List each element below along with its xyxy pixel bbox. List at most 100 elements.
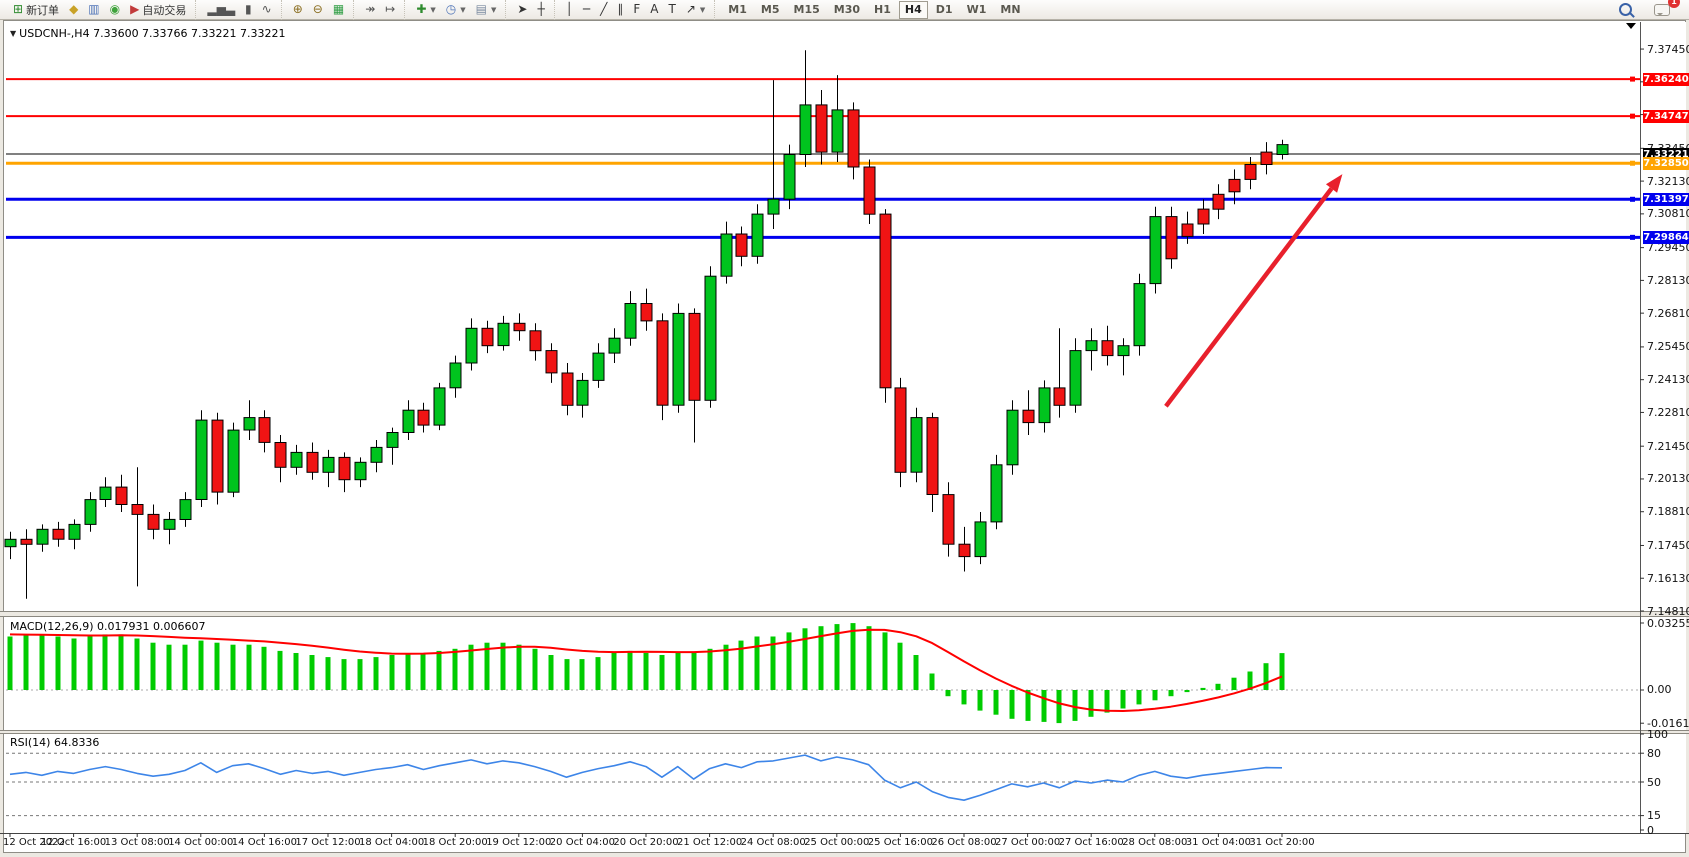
periods-dropdown[interactable]: ◷ ▼ <box>442 0 470 19</box>
chevron-down-icon: ▼ <box>490 5 497 14</box>
chat-button[interactable]: 1 <box>1650 0 1680 19</box>
bear-candle <box>942 494 955 545</box>
chevron-down-icon: ▼ <box>699 5 706 14</box>
search-button[interactable] <box>1615 0 1636 19</box>
support-line-1-handle[interactable] <box>1630 196 1635 202</box>
crosshair-icon: ┼ <box>537 2 545 16</box>
text-label-button[interactable]: T <box>665 0 680 19</box>
trend-arrow-head[interactable] <box>1325 174 1343 193</box>
arrows-icon: ↗ <box>685 2 696 16</box>
timeframe-button-h1[interactable]: H1 <box>874 2 891 16</box>
templates-dropdown[interactable]: ▤ ▼ <box>472 0 501 19</box>
macd-bar <box>611 653 617 690</box>
bear-candle <box>1165 216 1178 260</box>
zoom-in-button[interactable]: ⊕ <box>289 0 307 19</box>
macd-bar <box>1215 683 1221 690</box>
signals-button[interactable]: ◉ <box>106 0 124 19</box>
timeframe-button-m5[interactable]: M5 <box>760 2 780 16</box>
tile-windows-button[interactable]: ▦ <box>329 0 348 19</box>
indicators-dropdown[interactable]: ✚ ▼ <box>412 0 439 19</box>
timeframe-button-w1[interactable]: W1 <box>966 2 987 16</box>
bull-candle <box>799 104 812 155</box>
bull-candle <box>672 312 685 406</box>
line-chart-button[interactable]: ∿ <box>258 0 276 19</box>
macd-bar <box>134 638 140 690</box>
data-window-button[interactable]: ▥ <box>84 0 103 19</box>
autotrading-button[interactable]: ▶ 自动交易 <box>126 0 190 19</box>
auto-scroll-button[interactable]: ↠ <box>361 0 379 19</box>
timeframe-button-mn[interactable]: MN <box>1000 2 1021 16</box>
macd-bar <box>1200 687 1206 690</box>
vertical-line-icon: │ <box>565 2 573 16</box>
timeframe-button-h4[interactable]: H4 <box>898 0 928 19</box>
horizontal-line-button[interactable]: ─ <box>579 0 594 19</box>
macd-bar <box>230 644 236 690</box>
bull-candle <box>720 233 733 277</box>
macd-bar <box>818 626 824 690</box>
macd-bar <box>500 642 506 690</box>
bull-candle <box>608 337 621 354</box>
pane-splitter[interactable] <box>0 730 1689 734</box>
candlestick-chart-button[interactable]: ▮ <box>241 0 256 19</box>
macd-bar <box>1152 690 1158 701</box>
macd-bar <box>39 634 45 690</box>
trend-arrow-line[interactable] <box>1164 187 1334 408</box>
macd-bar <box>277 650 283 690</box>
bear-candle <box>545 350 558 374</box>
macd-bar <box>102 634 108 690</box>
new-order-button[interactable]: ⊞ 新订单 <box>9 0 63 19</box>
support-line-2-handle[interactable] <box>1630 234 1635 240</box>
macd-bar <box>945 690 951 697</box>
crosshair-button[interactable]: ┼ <box>533 0 548 19</box>
toolbar-group: │ ─ ╱ ∥ F A T ↗ ▼ <box>553 0 715 20</box>
market-watch-button[interactable]: ◆ <box>65 0 82 19</box>
bull-candle <box>910 417 923 473</box>
macd-bar <box>1041 690 1047 722</box>
fibonacci-button[interactable]: F <box>629 0 644 19</box>
bull-candle <box>322 456 335 473</box>
resistance-line-1-handle[interactable] <box>1630 76 1635 82</box>
trendline-button[interactable]: ╱ <box>596 0 611 19</box>
bear-candle <box>863 166 876 215</box>
macd-bar <box>55 636 61 690</box>
macd-bar <box>166 644 172 690</box>
bull-candle <box>433 387 446 426</box>
pane-splitter[interactable] <box>0 611 1689 617</box>
bar-chart-button[interactable]: ▂▅▃ <box>203 0 239 19</box>
bull-candle <box>84 499 97 525</box>
auto-scroll-icon: ↠ <box>365 2 376 16</box>
zoom-out-button[interactable]: ⊖ <box>309 0 327 19</box>
arrows-dropdown[interactable]: ↗ ▼ <box>682 0 709 19</box>
chart-shift-button[interactable]: ↦ <box>381 0 399 19</box>
cursor-button[interactable]: ➤ <box>513 0 531 19</box>
bear-candle <box>1228 178 1241 193</box>
bear-candle <box>20 538 33 545</box>
autotrading-button-label: 自动交易 <box>142 3 187 17</box>
macd-bar <box>341 659 347 690</box>
macd-bar <box>198 640 204 690</box>
timeframe-button-d1[interactable]: D1 <box>935 2 953 16</box>
bear-candle <box>274 442 287 468</box>
macd-bar <box>261 646 267 690</box>
timeframe-button-m1[interactable]: M1 <box>728 2 747 16</box>
text-button[interactable]: A <box>646 0 662 19</box>
bear-candle <box>815 104 828 153</box>
bear-candle <box>529 330 542 352</box>
chevron-down-icon: ▼ <box>430 5 436 14</box>
equidistant-channel-button[interactable]: ∥ <box>613 0 627 19</box>
text-icon: A <box>650 2 659 16</box>
bear-candle <box>147 513 160 530</box>
vertical-line-button[interactable]: │ <box>562 0 577 19</box>
timeframe-button-m30[interactable]: M30 <box>833 2 861 16</box>
bull-candle <box>624 303 637 339</box>
macd-bar <box>802 628 808 690</box>
cursor-icon: ➤ <box>517 2 528 16</box>
pivot-line-handle[interactable] <box>1630 160 1635 166</box>
timeframe-button-m15[interactable]: M15 <box>793 2 820 16</box>
bull-candle <box>243 417 256 431</box>
macd-bar <box>627 650 633 690</box>
bull-candle <box>576 379 589 406</box>
bear-candle <box>417 409 430 426</box>
resistance-line-2-handle[interactable] <box>1630 113 1635 119</box>
